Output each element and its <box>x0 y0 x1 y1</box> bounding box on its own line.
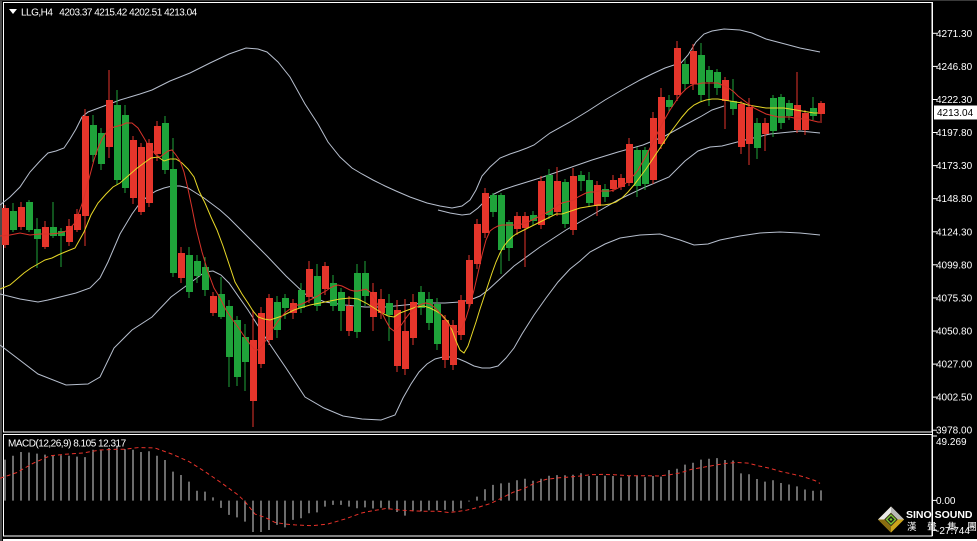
svg-text:4075.30: 4075.30 <box>936 293 973 304</box>
svg-text:SINO SOUND: SINO SOUND <box>906 509 973 521</box>
svg-text:4148.80: 4148.80 <box>936 194 973 205</box>
svg-text:4027.00: 4027.00 <box>936 360 973 371</box>
svg-text:4173.30: 4173.30 <box>936 161 973 172</box>
svg-text:LLG,H4 4203.37 4215.42 4202.: LLG,H4 4203.37 4215.42 4202.51 4213.04 <box>21 8 198 19</box>
svg-text:4002.50: 4002.50 <box>936 393 973 404</box>
svg-text:4124.30: 4124.30 <box>936 227 973 238</box>
svg-text:4271.30: 4271.30 <box>936 29 973 40</box>
svg-text:4222.30: 4222.30 <box>936 95 973 106</box>
svg-text:4197.80: 4197.80 <box>936 128 973 139</box>
svg-text:4246.80: 4246.80 <box>936 62 973 73</box>
svg-text:漢 聲 集 團: 漢 聲 集 團 <box>907 521 977 533</box>
svg-text:-27.744: -27.744 <box>936 526 970 537</box>
svg-text:4050.80: 4050.80 <box>936 327 973 338</box>
svg-text:MACD(12,26,9) 8.105 12.317: MACD(12,26,9) 8.105 12.317 <box>8 439 127 450</box>
svg-text:4213.04: 4213.04 <box>937 108 974 119</box>
svg-text:4099.80: 4099.80 <box>936 260 973 271</box>
svg-text:0.00: 0.00 <box>936 496 956 507</box>
svg-text:3978.00: 3978.00 <box>936 426 973 437</box>
svg-text:49.269: 49.269 <box>936 437 967 448</box>
